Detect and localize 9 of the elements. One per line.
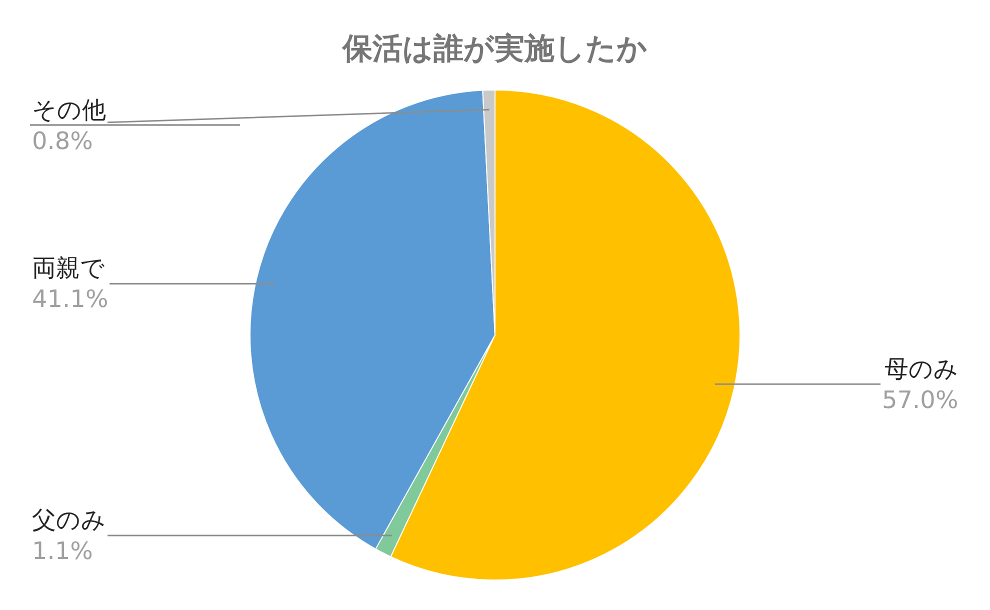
slice-label: 両親で — [32, 254, 105, 282]
slice-label: その他 — [32, 96, 106, 124]
data-label: 57.0% — [882, 386, 958, 414]
data-label: 0.8% — [32, 127, 93, 156]
data-label: 41.1% — [32, 285, 108, 314]
data-label: 1.1% — [32, 537, 93, 566]
slice-label: 母のみ — [884, 355, 958, 383]
slice-label: 父のみ — [32, 506, 106, 534]
chart-title: 保活は誰が実施したか — [342, 32, 648, 66]
